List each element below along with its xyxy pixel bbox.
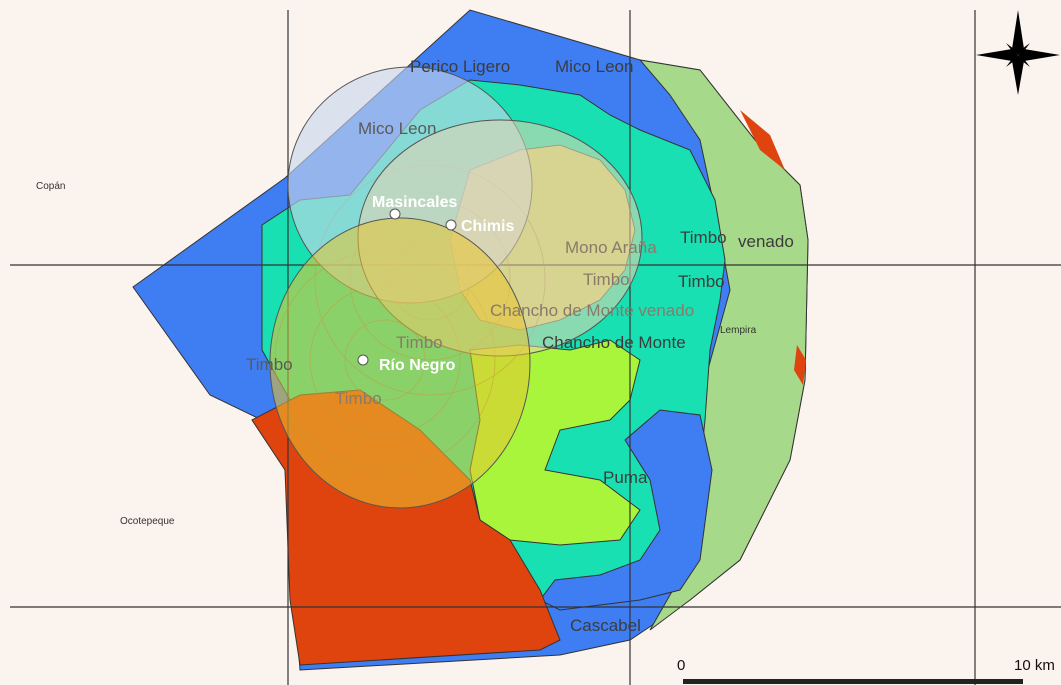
label-site-rio-negro: Río Negro (379, 357, 456, 374)
label-site-masincales: Masincales (372, 194, 457, 211)
label-timbo-3: Timbo (678, 272, 725, 291)
site-chimis[interactable]: Chimis (445, 218, 514, 235)
label-puma: Puma (603, 468, 648, 487)
site-point-icon (357, 354, 369, 366)
label-timbo-6: Timbo (396, 333, 443, 352)
north-arrow-icon (976, 10, 1060, 95)
scale-bar: 0 10 km (677, 657, 1055, 684)
label-dept-ocotepeque: Ocotepeque (120, 516, 175, 527)
label-timbo-1: Timbo (680, 228, 727, 247)
label-cascabel: Cascabel (570, 616, 641, 635)
scale-bar-start-label: 0 (677, 657, 685, 674)
label-perico-ligero: Perico Ligero (410, 57, 510, 76)
label-timbo-4: Timbo (246, 355, 293, 374)
label-venado-1: venado (738, 232, 794, 251)
label-chancho-venado: Chancho de Monte venado (490, 301, 694, 320)
label-dept-copan: Copán (36, 181, 65, 192)
scale-bar-end-label: 10 km (1014, 657, 1055, 674)
label-mono-arana: Mono Araña (565, 238, 657, 257)
label-dept-lempira: Lempira (720, 325, 757, 336)
scale-bar-bar (683, 679, 1023, 684)
site-point-icon (445, 219, 457, 231)
site-masincales[interactable]: Masincales (372, 194, 457, 220)
label-timbo-2: Timbo (583, 270, 630, 289)
label-timbo-5: Timbo (335, 389, 382, 408)
label-mico-leon-top: Mico Leon (555, 57, 633, 76)
label-chancho-monte: Chancho de Monte (542, 333, 686, 352)
site-point-icon (389, 208, 401, 220)
zone-orange-red-speck-top (740, 110, 785, 170)
label-site-chimis: Chimis (461, 218, 514, 235)
zone-orange-red-speck-right (794, 345, 806, 385)
buffer-ellipse-rio-negro (269, 217, 531, 509)
label-mico-leon-left: Mico Leon (358, 119, 436, 138)
site-rio-negro[interactable]: Río Negro (357, 354, 456, 374)
